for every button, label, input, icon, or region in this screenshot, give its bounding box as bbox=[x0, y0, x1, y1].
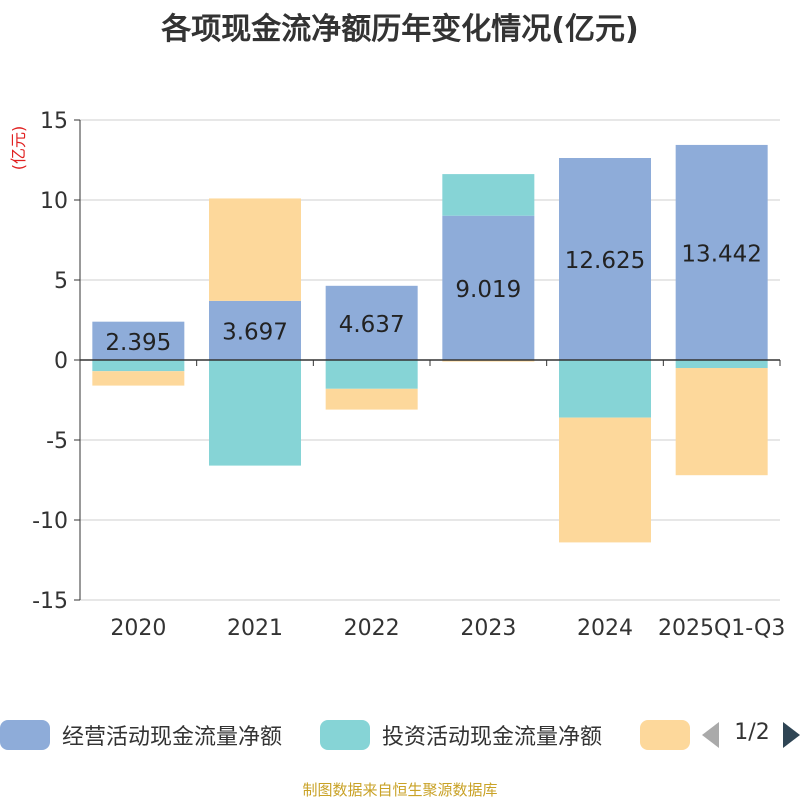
bar-2024-series-1 bbox=[559, 360, 651, 418]
data-label-2024: 12.625 bbox=[565, 248, 645, 274]
bar-2021-series-1 bbox=[209, 360, 301, 466]
y-tick-label: -15 bbox=[32, 589, 68, 614]
legend-item-investing[interactable]: 投资活动现金流量净额 bbox=[320, 715, 602, 755]
x-tick-label-2025Q1-Q3: 2025Q1-Q3 bbox=[658, 616, 785, 641]
legend-label-investing: 投资活动现金流量净额 bbox=[382, 725, 603, 750]
bar-2021-series-0 bbox=[209, 300, 301, 360]
bar-2025Q1-Q3-series-0 bbox=[675, 144, 768, 360]
legend-prev-page-icon[interactable] bbox=[702, 722, 719, 748]
legend-label-operating: 经营活动现金流量净额 bbox=[62, 725, 283, 750]
bar-2024-series-0 bbox=[559, 158, 651, 360]
x-tick-label-2021: 2021 bbox=[227, 616, 283, 641]
data-label-2021: 3.697 bbox=[222, 319, 288, 345]
data-label-2025Q1-Q3: 13.442 bbox=[681, 241, 761, 267]
chart-area: 15 10 5 0 -5 -10 -15 (亿元) 2020 2021 2022 2023 2024 20… bbox=[9, 109, 785, 641]
bar-2020-series-1 bbox=[92, 360, 185, 372]
bar-2025Q1-Q3-series-2 bbox=[675, 368, 768, 476]
bar-2020-series-2 bbox=[92, 371, 185, 386]
bar-2025Q1-Q3-series-1 bbox=[675, 360, 768, 368]
y-axis-label: (亿元) bbox=[9, 126, 28, 171]
data-label-2020: 2.395 bbox=[105, 330, 171, 356]
bar-2022-series-1 bbox=[325, 360, 418, 389]
legend-page-indicator: 1/2 bbox=[734, 720, 770, 745]
legend-next-page-icon[interactable] bbox=[783, 722, 800, 748]
x-tick-label-2022: 2022 bbox=[344, 616, 400, 641]
legend: 经营活动现金流量净额 投资活动现金流量净额 bbox=[0, 715, 800, 755]
data-label-2022: 4.637 bbox=[339, 312, 405, 338]
x-tick-label-2024: 2024 bbox=[577, 616, 633, 641]
legend-item-financing[interactable] bbox=[640, 715, 702, 755]
legend-swatch-operating bbox=[0, 720, 50, 750]
source-note: 制图数据来自恒生聚源数据库 bbox=[302, 781, 498, 799]
x-tick-label-2020: 2020 bbox=[110, 616, 166, 641]
x-tick-label-2023: 2023 bbox=[460, 616, 516, 641]
bar-2021-series-2 bbox=[209, 198, 301, 301]
y-tick-label: 10 bbox=[40, 189, 68, 214]
legend-item-operating[interactable]: 经营活动现金流量净额 bbox=[0, 715, 282, 755]
y-tick-label: 0 bbox=[54, 349, 68, 374]
bar-2022-series-2 bbox=[325, 388, 418, 410]
bar-2023-series-0 bbox=[442, 215, 535, 360]
chart-title: 各项现金流净额历年变化情况(亿元) bbox=[161, 12, 639, 47]
bar-2020-series-0 bbox=[92, 321, 185, 360]
y-tick-label: -5 bbox=[46, 429, 68, 454]
legend-swatch-financing bbox=[640, 720, 690, 750]
data-label-2023: 9.019 bbox=[455, 277, 521, 303]
y-tick-label: -10 bbox=[32, 509, 68, 534]
bar-2022-series-0 bbox=[325, 285, 418, 360]
bar-2023-series-2 bbox=[442, 360, 535, 362]
y-tick-label: 5 bbox=[54, 269, 68, 294]
y-tick-label: 15 bbox=[40, 109, 68, 134]
legend-swatch-investing bbox=[320, 720, 370, 750]
bar-2024-series-2 bbox=[559, 417, 651, 543]
bar-2023-series-1 bbox=[442, 174, 535, 216]
